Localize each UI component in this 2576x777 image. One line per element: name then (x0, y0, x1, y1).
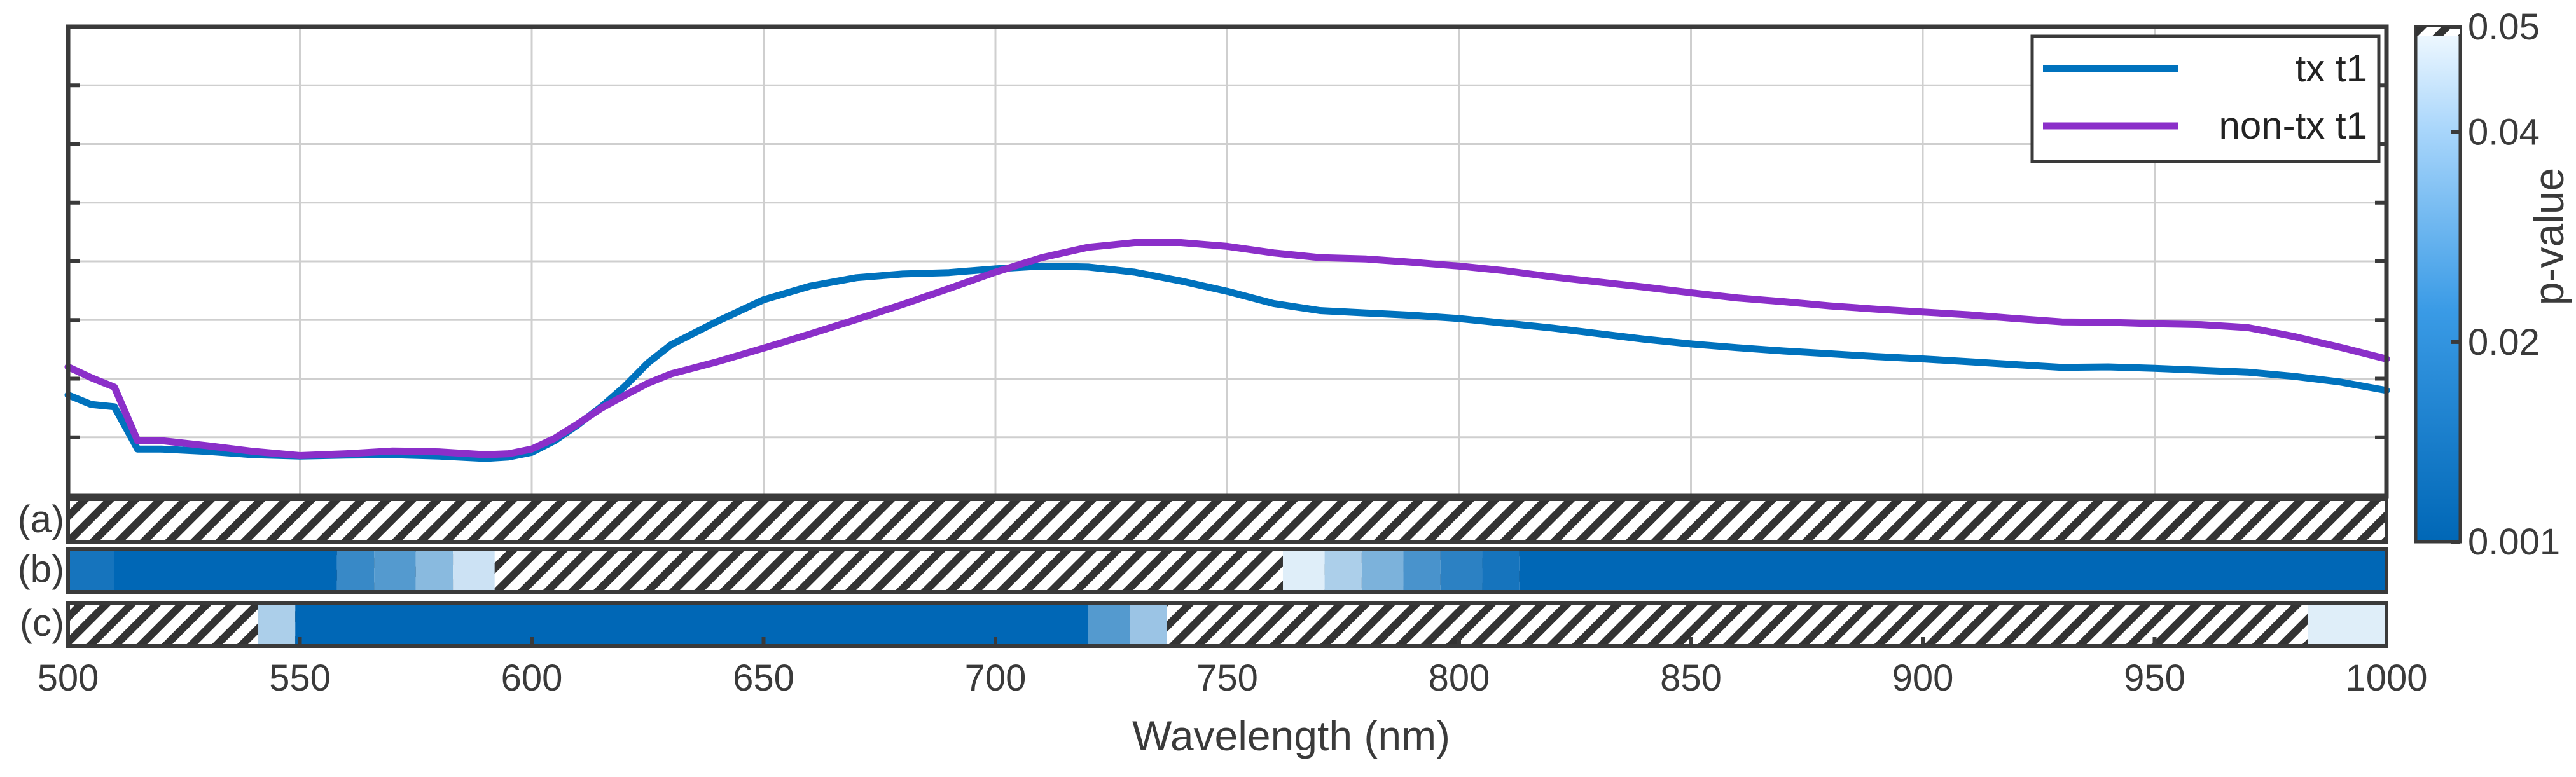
band-frame-1 (66, 547, 2388, 594)
band-2-segment-4 (2308, 603, 2386, 646)
x-tick-label-850: 850 (1660, 657, 1722, 699)
x-axis-label: Wavelength (nm) (1132, 712, 1450, 759)
series-line-non-tx-t1 (64, 239, 2390, 459)
x-tick-label-500: 500 (38, 657, 99, 699)
band-label-2: (c) (20, 602, 64, 644)
colorbar-tick-label-1: 0.04 (2468, 111, 2540, 153)
series-lines (64, 239, 2390, 462)
colorbar-hatch-cap (2416, 27, 2460, 36)
band-1-segment-6 (1282, 549, 1325, 592)
band-1-segment-7 (1324, 549, 1362, 592)
x-tick-label-550: 550 (269, 657, 331, 699)
x-tick-label-600: 600 (501, 657, 563, 699)
band-1-segment-8 (1361, 549, 1404, 592)
band-1-segment-2 (336, 549, 375, 592)
colorbar-ticks: 0.05 0.04 0.02 0.001 (2451, 6, 2560, 563)
x-tick-label-950: 950 (2124, 657, 2185, 699)
x-tick-label-650: 650 (733, 657, 794, 699)
legend-label-non-tx-t1: non-tx t1 (2219, 104, 2367, 147)
colorbar-label: p-value (2525, 168, 2572, 305)
x-tick-label-750: 750 (1196, 657, 1258, 699)
band-1-segment-3 (374, 549, 416, 592)
band-frame-0 (66, 497, 2388, 544)
series-line-tx-t1 (64, 262, 2390, 462)
colorbar-tick-label-0: 0.05 (2468, 6, 2540, 48)
band-label-0: (a) (18, 498, 64, 540)
colorbar-tick-label-3: 0.001 (2468, 521, 2560, 563)
band-1-segment-5 (453, 549, 495, 592)
grid (67, 27, 2388, 496)
band-label-1: (b) (18, 547, 64, 590)
band-1-segment-9 (1403, 549, 1441, 592)
band-1-segment-0 (68, 549, 114, 592)
band-2-segment-2 (1088, 603, 1130, 646)
colorbar-tick-label-2: 0.02 (2468, 322, 2540, 363)
x-ticks: 500 550 600 650 700 750 800 850 900 950 1000 (38, 637, 2428, 699)
band-1-segment-4 (415, 549, 454, 592)
x-tick-label-700: 700 (965, 657, 1027, 699)
legend-label-tx-t1: tx t1 (2296, 47, 2367, 90)
colorbar: 0.05 0.04 0.02 0.001 p-value (2414, 6, 2572, 563)
band-2-segment-3 (1130, 603, 1167, 646)
band-1-segment-11 (1482, 549, 1520, 592)
x-tick-label-900: 900 (1892, 657, 1954, 699)
band-1-segment-1 (114, 549, 337, 592)
band-2-segment-1 (295, 603, 1088, 646)
significance-bands: (a) (b) (c) (18, 497, 2388, 648)
x-tick-label-800: 800 (1429, 657, 1490, 699)
legend-box (2030, 34, 2381, 163)
x-tick-label-1000: 1000 (2345, 657, 2427, 699)
band-1-segment-10 (1440, 549, 1483, 592)
legend: tx t1 non-tx t1 (2030, 34, 2381, 163)
band-hatch-0 (68, 499, 2386, 542)
band-2-segment-0 (258, 603, 296, 646)
band-1-segment-12 (1519, 549, 2386, 592)
colorbar-gradient (2414, 25, 2462, 544)
